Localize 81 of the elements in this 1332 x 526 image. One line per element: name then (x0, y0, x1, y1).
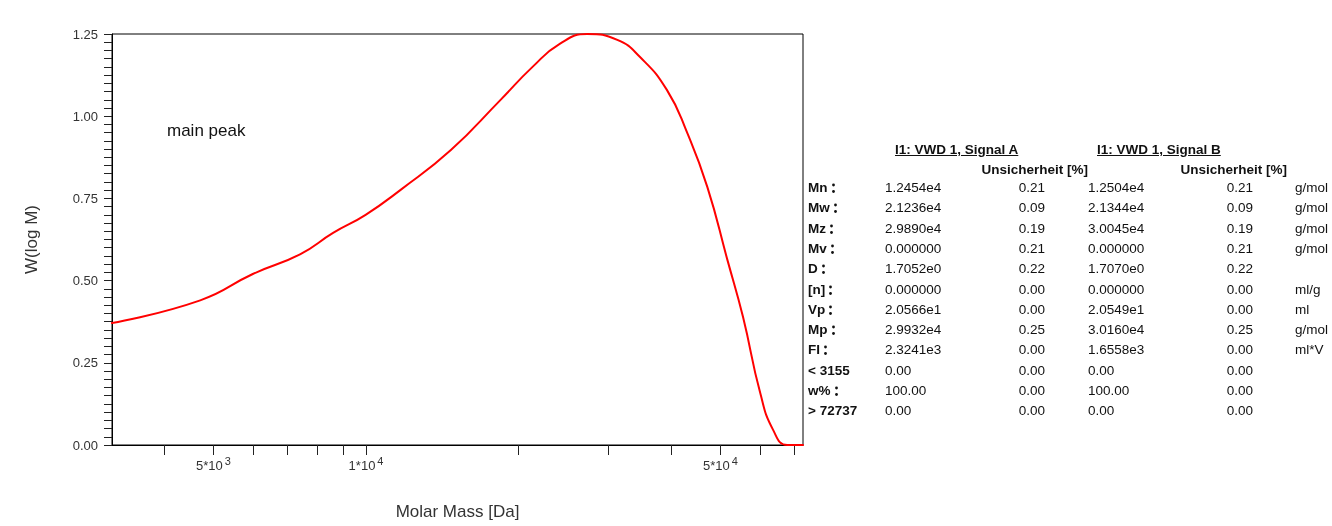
data-label: 2.9890e4 (885, 220, 942, 237)
data-label: 1.6558e3 (1088, 342, 1145, 359)
data-label: 0.22 (1226, 261, 1253, 278)
data-label: 1.7070e0 (1088, 261, 1145, 278)
category-label: D (808, 261, 819, 278)
y-axis-title: W(log M) (22, 205, 41, 274)
category-label: Vp (808, 301, 827, 318)
category-label: [n] (808, 281, 827, 298)
data-label: 0.00 (1018, 281, 1045, 298)
y-tick-label: 0.25 (72, 355, 98, 371)
text: I1: VWD 1, Signal A (895, 142, 1019, 158)
data-label: 0.21 (1226, 180, 1253, 196)
data-label: 2.1344e4 (1088, 200, 1145, 217)
category-label: ml (1295, 301, 1310, 317)
data-label: 0.21 (1226, 240, 1253, 257)
data-label: 1.2454e4 (885, 180, 942, 196)
data-label: 0.00 (1226, 301, 1253, 318)
data-label: 0.21 (1018, 240, 1045, 257)
data-label: 0.09 (1018, 200, 1045, 217)
category-label: g/mol (1295, 200, 1329, 216)
data-label: 0.00 (1088, 362, 1115, 379)
category-label: ml/g (1295, 281, 1321, 297)
y-tick-label: 1.25 (72, 26, 98, 42)
category-label: Mw (808, 200, 831, 217)
category-label: w% (808, 383, 832, 399)
category-label: g/mol (1295, 240, 1329, 256)
data-label: 0.00 (1018, 403, 1045, 420)
data-label: 2.0549e1 (1088, 301, 1145, 318)
data-label: 3.0160e4 (1088, 322, 1145, 339)
category-label: < 3155 (808, 362, 850, 379)
y-tick-label: 0.50 (72, 273, 98, 289)
data-label: 1.7052e0 (885, 261, 942, 278)
annotation: main peak (167, 121, 246, 140)
data-label: 100.00 (885, 383, 927, 399)
category-label: g/mol (1295, 220, 1329, 236)
data-label: 0.00 (1226, 403, 1253, 420)
data-label: 2.3241e3 (885, 342, 942, 359)
data-label: 3.0045e4 (1088, 220, 1145, 237)
data-label: 0.00 (1226, 281, 1253, 298)
data-label: 0.00 (1088, 403, 1115, 420)
category-label: g/mol (1295, 180, 1329, 195)
data-label: 0.25 (1226, 322, 1253, 339)
data-label: 0.09 (1226, 200, 1253, 217)
data-label: 0.00 (1018, 342, 1045, 359)
data-label: 2.1236e4 (885, 200, 942, 217)
data-label: 0.21 (1018, 180, 1045, 196)
text: Unsicherheit [%] (981, 162, 1088, 178)
category-label: FI (808, 342, 821, 359)
data-label: 0.22 (1018, 261, 1045, 278)
data-label: 0.000000 (885, 240, 942, 257)
text: I1: VWD 1, Signal B (1097, 142, 1221, 158)
x-axis-title: Molar Mass [Da] (395, 502, 520, 521)
data-label: 0.000000 (885, 281, 942, 298)
data-label: 2.0566e1 (885, 301, 942, 318)
y-tick-label: 0.75 (72, 190, 98, 206)
data-label: 0.00 (1226, 342, 1253, 359)
data-label: 0.25 (1018, 322, 1045, 339)
data-label: 0.00 (1226, 362, 1253, 379)
data-label: 0.00 (1018, 383, 1045, 399)
category-label: ml*V (1295, 342, 1324, 358)
data-label: 0.19 (1018, 220, 1045, 237)
data-label: 0.000000 (1088, 281, 1145, 298)
data-label: 0.00 (1018, 362, 1045, 379)
category-label: Mn (808, 180, 829, 196)
data-label: 2.9932e4 (885, 322, 942, 339)
category-label: Mp (808, 322, 829, 339)
category-label: g/mol (1295, 322, 1329, 338)
category-label: Mz (808, 220, 827, 237)
category-label: > 72737 (808, 403, 858, 420)
data-label: 0.00 (885, 362, 912, 379)
category-label: Mv (808, 240, 828, 257)
text: Unsicherheit [%] (1180, 162, 1287, 178)
data-label: 0.00 (1226, 383, 1253, 399)
data-label: 0.00 (1018, 301, 1045, 318)
y-tick-label: 0.00 (72, 437, 98, 453)
data-label: 0.19 (1226, 220, 1253, 237)
y-tick-label: 1.00 (72, 108, 98, 124)
data-label: 100.00 (1088, 383, 1130, 399)
data-label: 0.00 (885, 403, 912, 420)
data-label: 0.000000 (1088, 240, 1145, 257)
data-label: 1.2504e4 (1088, 180, 1145, 196)
